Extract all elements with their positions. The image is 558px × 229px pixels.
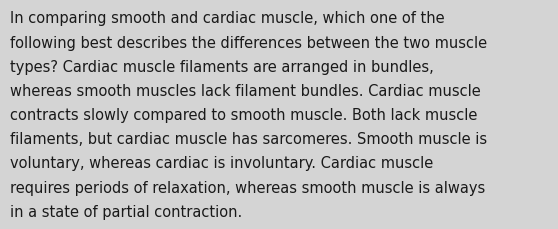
Text: types? Cardiac muscle filaments are arranged in bundles,: types? Cardiac muscle filaments are arra…: [10, 60, 434, 74]
Text: following best describes the differences between the two muscle: following best describes the differences…: [10, 35, 487, 50]
Text: voluntary, whereas cardiac is involuntary. Cardiac muscle: voluntary, whereas cardiac is involuntar…: [10, 156, 434, 171]
Text: In comparing smooth and cardiac muscle, which one of the: In comparing smooth and cardiac muscle, …: [10, 11, 445, 26]
Text: requires periods of relaxation, whereas smooth muscle is always: requires periods of relaxation, whereas …: [10, 180, 485, 195]
Text: contracts slowly compared to smooth muscle. Both lack muscle: contracts slowly compared to smooth musc…: [10, 108, 478, 123]
Text: whereas smooth muscles lack filament bundles. Cardiac muscle: whereas smooth muscles lack filament bun…: [10, 84, 481, 98]
Text: in a state of partial contraction.: in a state of partial contraction.: [10, 204, 242, 219]
Text: filaments, but cardiac muscle has sarcomeres. Smooth muscle is: filaments, but cardiac muscle has sarcom…: [10, 132, 487, 147]
